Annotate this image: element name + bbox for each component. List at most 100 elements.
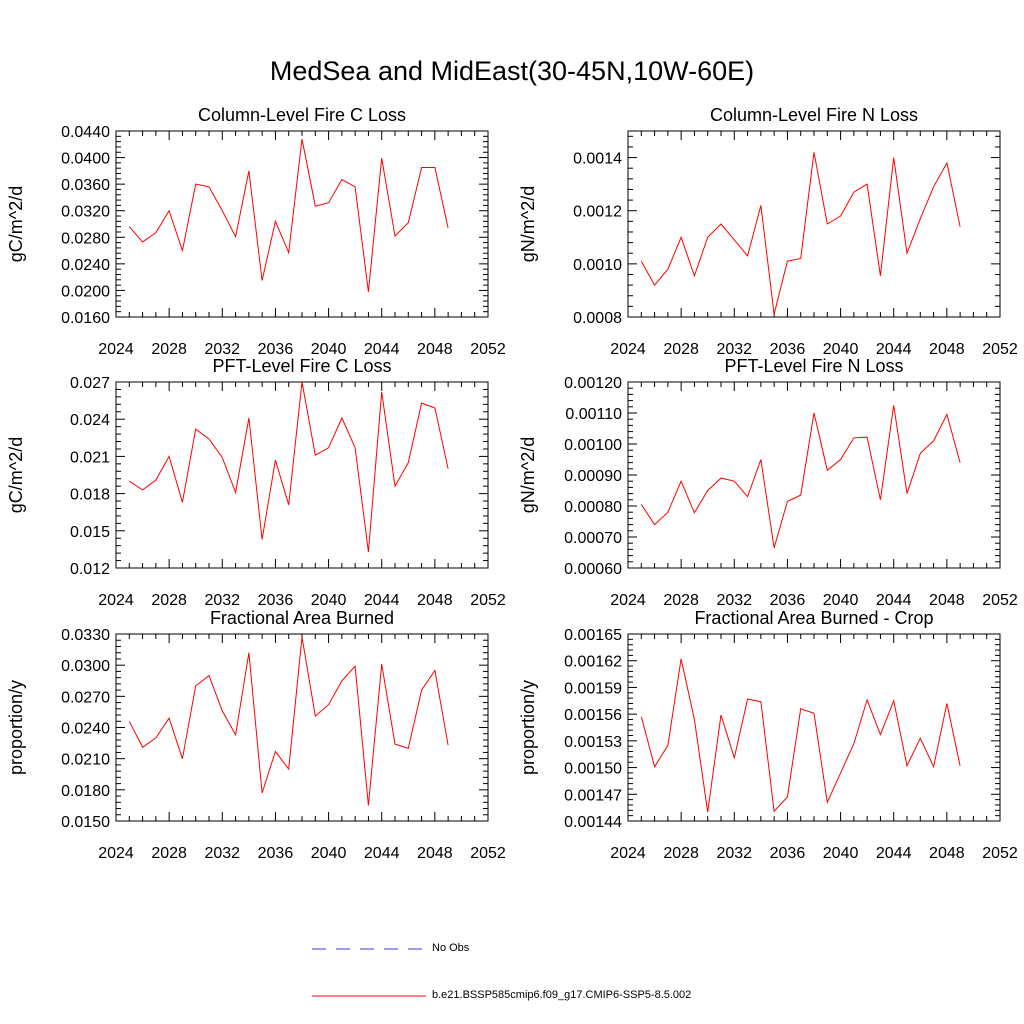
- y-tick-label: 0.0150: [61, 814, 110, 831]
- y-tick-label: 0.0300: [61, 658, 110, 675]
- panel-title: Column-Level Fire C Loss: [198, 105, 406, 125]
- y-tick-label: 0.021: [70, 449, 110, 466]
- x-tick-label: 2036: [258, 845, 294, 862]
- y-axis-label: proportion/y: [518, 680, 538, 775]
- x-tick-label: 2032: [716, 845, 752, 862]
- x-tick-label: 2028: [151, 341, 187, 358]
- y-tick-label: 0.00159: [564, 680, 622, 697]
- y-tick-label: 0.0440: [61, 124, 110, 141]
- y-axis-label: gN/m^2/d: [518, 437, 538, 513]
- x-tick-label: 2048: [929, 341, 965, 358]
- x-tick-label: 2036: [770, 845, 806, 862]
- panel-title: Column-Level Fire N Loss: [710, 105, 918, 125]
- x-tick-label: 2052: [982, 845, 1018, 862]
- y-axis-label: gC/m^2/d: [6, 186, 26, 262]
- x-tick-label: 2040: [823, 341, 859, 358]
- y-tick-label: 0.00110: [565, 406, 622, 423]
- x-tick-label: 2036: [770, 341, 806, 358]
- x-tick-label: 2024: [98, 592, 134, 609]
- series-line-1: [640, 152, 961, 315]
- x-tick-label: 2036: [258, 592, 294, 609]
- x-tick-label: 2040: [311, 845, 347, 862]
- chart-panel-6: Fractional Area Burned - Crop proportion/…: [518, 608, 1018, 862]
- figure-title: MedSea and MidEast(30-45N,10W-60E): [269, 56, 755, 86]
- x-tick-label: 2036: [770, 592, 806, 609]
- y-tick-label: 0.00153: [564, 734, 622, 751]
- y-tick-label: 0.015: [70, 524, 110, 541]
- x-tick-label: 2028: [663, 341, 699, 358]
- y-tick-label: 0.00144: [564, 814, 622, 831]
- y-tick-label: 0.0010: [573, 257, 622, 274]
- x-tick-label: 2028: [151, 592, 187, 609]
- y-tick-label: 0.0160: [61, 310, 110, 327]
- x-tick-label: 2024: [610, 845, 646, 862]
- x-tick-label: 2032: [204, 592, 240, 609]
- y-tick-label: 0.00070: [564, 530, 622, 547]
- y-tick-label: 0.0240: [61, 721, 110, 738]
- y-tick-label: 0.012: [70, 561, 110, 578]
- y-tick-label: 0.00090: [564, 468, 622, 485]
- x-tick-label: 2044: [876, 592, 912, 609]
- y-tick-label: 0.0330: [61, 627, 110, 644]
- x-tick-label: 2052: [470, 845, 506, 862]
- y-tick-label: 0.0012: [573, 204, 622, 221]
- y-tick-label: 0.0008: [573, 310, 622, 327]
- x-tick-label: 2048: [417, 592, 453, 609]
- x-tick-label: 2044: [364, 341, 400, 358]
- y-tick-label: 0.00162: [564, 654, 622, 671]
- y-tick-label: 0.00150: [564, 761, 622, 778]
- x-tick-label: 2048: [929, 845, 965, 862]
- x-tick-label: 2040: [311, 592, 347, 609]
- x-tick-label: 2052: [982, 341, 1018, 358]
- x-tick-label: 2052: [470, 341, 506, 358]
- panel-title: PFT-Level Fire N Loss: [724, 356, 903, 376]
- y-tick-label: 0.0400: [61, 151, 110, 168]
- x-tick-label: 2044: [364, 845, 400, 862]
- panel-title: Fractional Area Burned: [210, 608, 394, 628]
- series-line-1: [640, 658, 961, 813]
- x-tick-label: 2048: [417, 845, 453, 862]
- y-tick-label: 0.0210: [61, 752, 110, 769]
- y-tick-label: 0.0270: [61, 689, 110, 706]
- y-axis-label: proportion/y: [6, 680, 26, 775]
- x-tick-label: 2044: [876, 341, 912, 358]
- y-tick-label: 0.00147: [564, 787, 622, 804]
- plot-frame: [115, 130, 489, 318]
- y-tick-label: 0.0200: [61, 283, 110, 300]
- panel-title: Fractional Area Burned - Crop: [694, 608, 933, 628]
- y-tick-label: 0.00080: [564, 499, 622, 516]
- y-tick-label: 0.0280: [61, 230, 110, 247]
- y-tick-label: 0.027: [70, 375, 110, 392]
- y-tick-label: 0.0360: [61, 177, 110, 194]
- x-tick-label: 2032: [204, 341, 240, 358]
- x-tick-label: 2040: [823, 592, 859, 609]
- chart-panel-1: Column-Level Fire C Loss gC/m^2/d 2024 2028…: [6, 105, 506, 358]
- chart-panel-5: Fractional Area Burned proportion/y 2024 20…: [6, 608, 506, 862]
- plot-frame: [627, 381, 1001, 569]
- x-tick-label: 2040: [823, 845, 859, 862]
- y-tick-label: 0.0240: [61, 257, 110, 274]
- y-tick-label: 0.00156: [564, 707, 622, 724]
- x-tick-label: 2024: [610, 592, 646, 609]
- x-tick-label: 2024: [98, 845, 134, 862]
- chart-panel-2: Column-Level Fire N Loss gN/m^2/d 2024 2028…: [518, 105, 1018, 358]
- x-tick-label: 2040: [311, 341, 347, 358]
- plot-frame: [627, 130, 1001, 318]
- x-tick-label: 2044: [364, 592, 400, 609]
- y-tick-label: 0.018: [70, 487, 110, 504]
- x-tick-label: 2052: [982, 592, 1018, 609]
- x-tick-label: 2032: [716, 592, 752, 609]
- x-tick-label: 2048: [417, 341, 453, 358]
- series-line-1: [640, 405, 961, 549]
- x-tick-label: 2028: [151, 845, 187, 862]
- plot-frame: [115, 381, 489, 569]
- series-line-1: [128, 637, 449, 806]
- y-tick-label: 0.00165: [564, 627, 622, 644]
- x-tick-label: 2036: [258, 341, 294, 358]
- y-axis-label: gC/m^2/d: [6, 437, 26, 513]
- y-tick-label: 0.024: [70, 412, 110, 429]
- x-tick-label: 2032: [204, 845, 240, 862]
- x-tick-label: 2032: [716, 341, 752, 358]
- x-tick-label: 2052: [470, 592, 506, 609]
